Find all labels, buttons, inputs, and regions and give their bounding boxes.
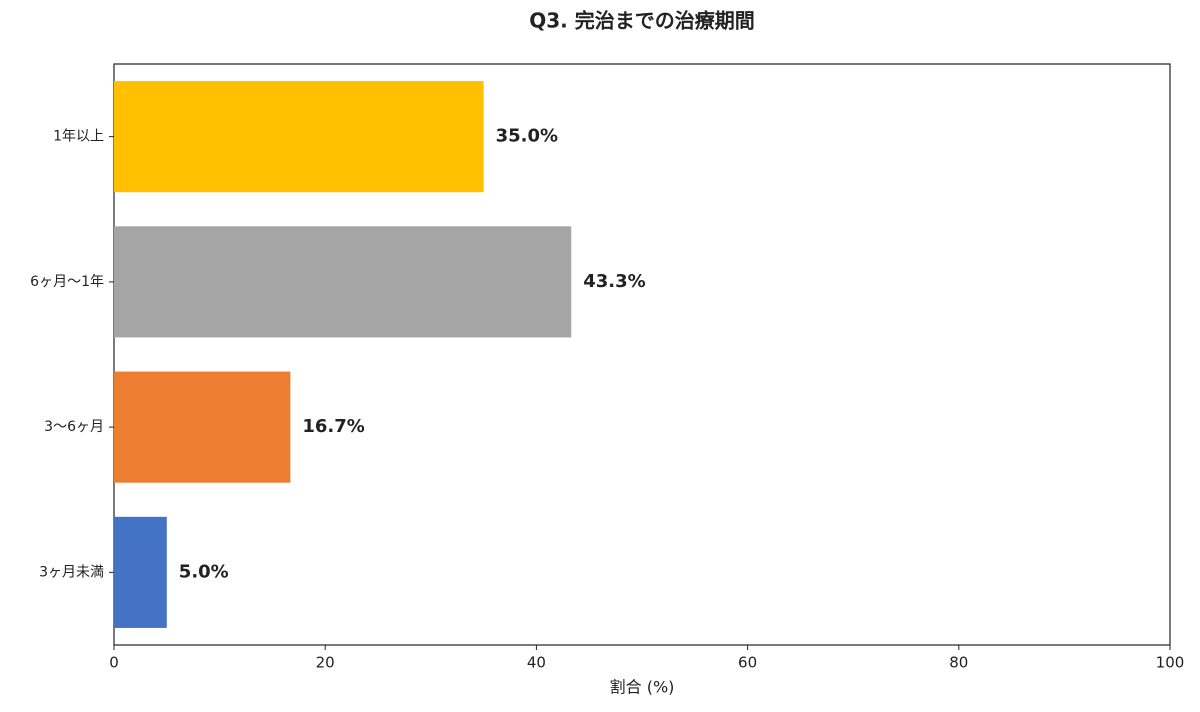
value-label: 43.3% bbox=[583, 271, 645, 292]
value-label: 16.7% bbox=[302, 416, 364, 437]
x-axis-label: 割合 (%) bbox=[610, 678, 675, 697]
value-label: 5.0% bbox=[179, 561, 229, 582]
y-tick-label: 3ヶ月未満 bbox=[39, 564, 104, 580]
bar bbox=[114, 226, 572, 338]
x-tick-label: 0 bbox=[109, 654, 119, 672]
bar bbox=[114, 371, 291, 483]
x-tick-label: 40 bbox=[527, 654, 546, 672]
chart-title: Q3. 完治までの治療期間 bbox=[529, 9, 754, 33]
bar bbox=[114, 81, 484, 193]
y-tick-label: 6ヶ月〜1年 bbox=[30, 274, 104, 290]
y-tick-label: 3〜6ヶ月 bbox=[44, 419, 104, 435]
plot-frame bbox=[113, 63, 1171, 646]
bar bbox=[114, 516, 167, 628]
y-tick-label: 1年以上 bbox=[53, 129, 104, 145]
x-tick-label: 20 bbox=[316, 654, 335, 672]
x-tick-label: 100 bbox=[1156, 654, 1185, 672]
x-tick-label: 80 bbox=[949, 654, 968, 672]
x-tick-label: 60 bbox=[738, 654, 757, 672]
value-label: 35.0% bbox=[496, 126, 558, 147]
